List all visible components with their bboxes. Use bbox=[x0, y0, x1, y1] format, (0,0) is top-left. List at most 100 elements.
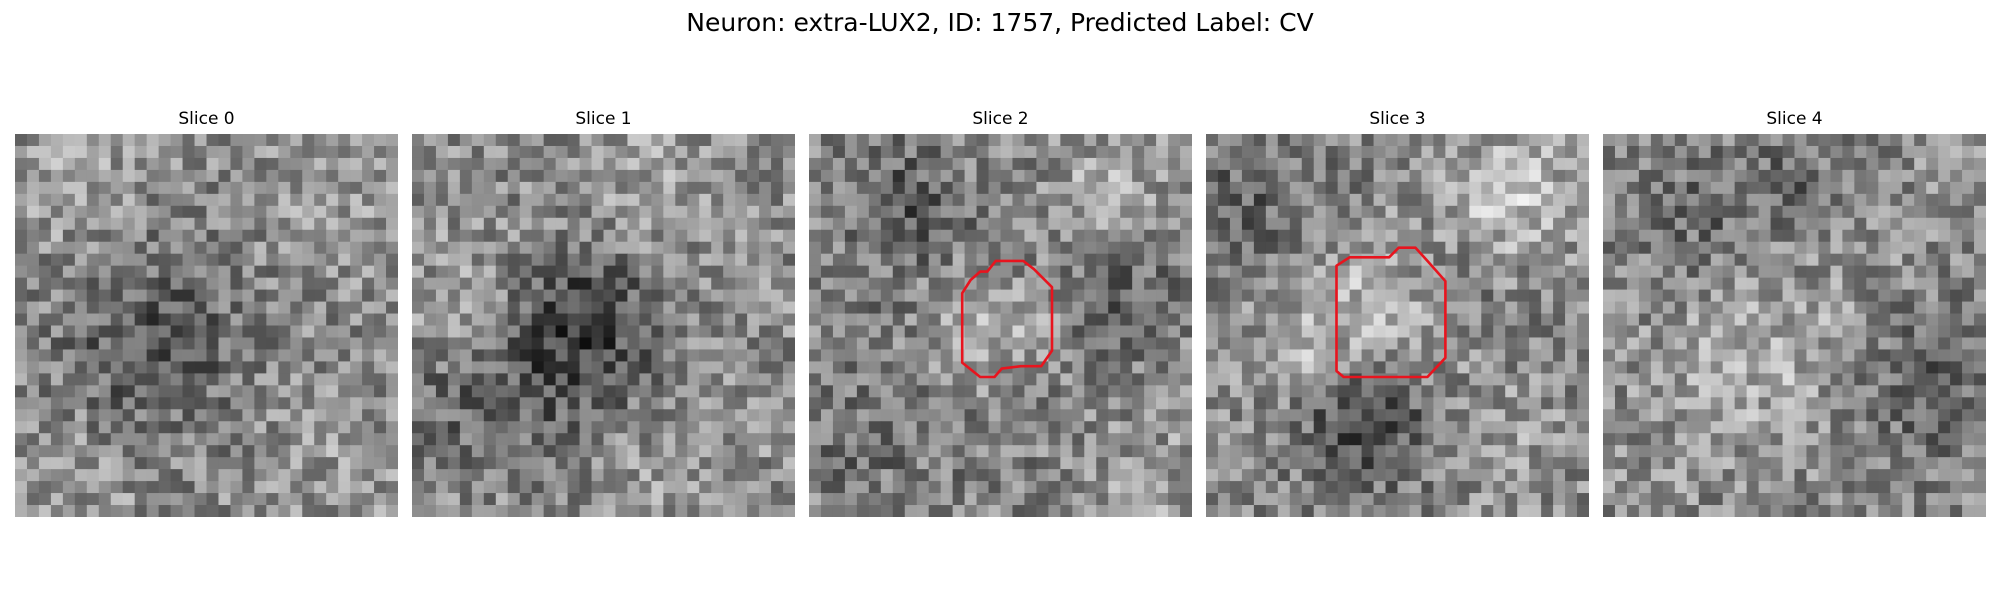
slice-3-pixel bbox=[1349, 134, 1363, 147]
slice-3-pixel bbox=[1277, 397, 1291, 410]
slice-1-pixel bbox=[447, 253, 461, 267]
slice-4-pixel bbox=[1806, 169, 1819, 183]
slice-0-pixel bbox=[182, 409, 196, 422]
slice-4-pixel bbox=[1626, 205, 1640, 219]
slice-0-pixel bbox=[302, 169, 315, 183]
slice-3-pixel bbox=[1301, 217, 1315, 231]
slice-0-pixel bbox=[86, 397, 100, 410]
slice-1-pixel bbox=[423, 145, 437, 159]
slice-3-pixel bbox=[1517, 181, 1530, 195]
slice-2-pixel bbox=[1084, 385, 1097, 398]
slice-0-pixel bbox=[50, 277, 64, 291]
slice-1-pixel bbox=[675, 241, 688, 255]
slice-1-pixel bbox=[747, 241, 760, 255]
slice-0-pixel bbox=[170, 229, 184, 243]
slice-4-pixel bbox=[1974, 397, 1986, 410]
slice-3-pixel bbox=[1469, 157, 1482, 171]
slice-1-pixel bbox=[531, 193, 545, 207]
slice-0-pixel bbox=[50, 229, 64, 243]
slice-0-pixel bbox=[182, 229, 196, 243]
slice-3-pixel bbox=[1529, 313, 1542, 326]
slice-2-pixel bbox=[1108, 313, 1121, 326]
slice-0-pixel bbox=[278, 193, 291, 207]
slice-0-pixel bbox=[15, 241, 28, 255]
slice-3-pixel bbox=[1229, 169, 1243, 183]
slice-2-pixel bbox=[880, 505, 894, 517]
slice-4-pixel bbox=[1710, 289, 1724, 303]
slice-4-pixel bbox=[1962, 337, 1975, 350]
slice-0-pixel bbox=[314, 205, 327, 219]
slice-2-pixel bbox=[1000, 433, 1013, 446]
slice-4-pixel bbox=[1830, 385, 1843, 398]
slice-4-pixel bbox=[1722, 145, 1736, 159]
slice-0-pixel bbox=[146, 217, 160, 231]
slice-3-pixel bbox=[1577, 505, 1589, 517]
slice-0-pixel bbox=[86, 349, 100, 362]
slice-3-pixel bbox=[1409, 157, 1422, 171]
slice-1-pixel bbox=[603, 325, 616, 338]
slice-3-pixel bbox=[1373, 241, 1387, 255]
slice-4-pixel bbox=[1603, 433, 1616, 446]
slice-0-pixel bbox=[170, 445, 184, 458]
slice-3-pixel bbox=[1373, 193, 1387, 207]
slice-1-pixel bbox=[627, 421, 640, 434]
slice-3-pixel bbox=[1301, 134, 1315, 147]
slice-3-pixel bbox=[1577, 134, 1589, 147]
slice-1-pixel bbox=[699, 193, 712, 207]
slice-0-pixel bbox=[218, 469, 231, 482]
slice-3-pixel bbox=[1541, 361, 1554, 374]
slice-0-pixel bbox=[350, 385, 363, 398]
slice-1-pixel bbox=[591, 205, 604, 219]
slice-1-pixel bbox=[483, 289, 497, 303]
slice-4-pixel bbox=[1722, 397, 1736, 410]
slice-2-pixel bbox=[964, 193, 978, 207]
slice-1-pixel bbox=[579, 134, 593, 147]
slice-1-pixel bbox=[651, 337, 664, 350]
slice-0-pixel bbox=[326, 421, 339, 434]
slice-3-pixel bbox=[1206, 373, 1219, 386]
slice-4-pixel bbox=[1806, 289, 1819, 303]
slice-3-pixel bbox=[1529, 457, 1542, 470]
slice-0-pixel bbox=[386, 493, 398, 506]
slice-0-pixel bbox=[26, 385, 40, 398]
slice-4-pixel bbox=[1806, 457, 1819, 470]
slice-1-pixel bbox=[603, 421, 616, 434]
slice-4-pixel bbox=[1626, 157, 1640, 171]
slice-2-pixel bbox=[892, 481, 906, 494]
slice-1-pixel bbox=[447, 277, 461, 291]
slice-1-pixel bbox=[531, 157, 545, 171]
slice-2-pixel bbox=[916, 361, 930, 374]
slice-0-pixel bbox=[122, 217, 136, 231]
slice-3-pixel bbox=[1277, 181, 1291, 195]
slice-0-pixel bbox=[362, 169, 375, 183]
slice-0-pixel bbox=[110, 301, 124, 315]
slice-0-pixel bbox=[74, 289, 88, 303]
slice-1-pixel bbox=[783, 481, 795, 494]
slice-4-pixel bbox=[1818, 385, 1831, 398]
slice-4-pixel bbox=[1758, 361, 1772, 374]
slice-1-pixel bbox=[519, 169, 533, 183]
slice-1-pixel bbox=[591, 265, 604, 279]
slice-0-pixel bbox=[206, 134, 219, 147]
slice-4-pixel bbox=[1938, 241, 1951, 255]
slice-3-pixel bbox=[1337, 433, 1351, 446]
slice-2-pixel bbox=[1132, 349, 1145, 362]
slice-1-pixel bbox=[747, 337, 760, 350]
slice-3-pixel bbox=[1553, 205, 1566, 219]
slice-3-pixel bbox=[1481, 181, 1494, 195]
slice-0-pixel bbox=[326, 361, 339, 374]
slice-3-pixel bbox=[1337, 289, 1351, 303]
slice-4-pixel bbox=[1938, 349, 1951, 362]
slice-4-pixel bbox=[1890, 385, 1903, 398]
slice-2-pixel bbox=[1120, 169, 1133, 183]
slice-3-pixel bbox=[1313, 505, 1327, 517]
slice-2-pixel bbox=[1156, 193, 1169, 207]
slice-1-pixel bbox=[579, 145, 593, 159]
slice-0-pixel bbox=[386, 181, 398, 195]
slice-0-pixel bbox=[122, 373, 136, 386]
slice-3-pixel bbox=[1361, 385, 1375, 398]
slice-2-pixel bbox=[880, 433, 894, 446]
slice-1-pixel bbox=[519, 217, 533, 231]
slice-4-pixel bbox=[1674, 145, 1688, 159]
slice-3-pixel bbox=[1493, 265, 1506, 279]
